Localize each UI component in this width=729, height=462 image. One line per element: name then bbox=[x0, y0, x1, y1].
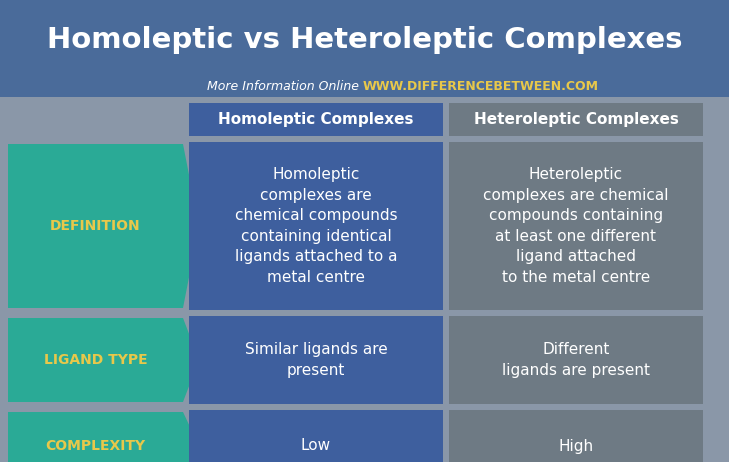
Text: COMPLEXITY: COMPLEXITY bbox=[45, 439, 146, 453]
FancyBboxPatch shape bbox=[189, 142, 443, 310]
Polygon shape bbox=[8, 144, 199, 308]
Text: Homoleptic
complexes are
chemical compounds
containing identical
ligands attache: Homoleptic complexes are chemical compou… bbox=[235, 168, 397, 285]
Text: Different
ligands are present: Different ligands are present bbox=[502, 342, 650, 378]
FancyBboxPatch shape bbox=[189, 103, 443, 136]
FancyBboxPatch shape bbox=[449, 410, 703, 462]
Text: Heteroleptic
complexes are chemical
compounds containing
at least one different
: Heteroleptic complexes are chemical comp… bbox=[483, 168, 668, 285]
Text: LIGAND TYPE: LIGAND TYPE bbox=[44, 353, 147, 367]
FancyBboxPatch shape bbox=[189, 316, 443, 404]
Text: High: High bbox=[558, 438, 593, 454]
FancyBboxPatch shape bbox=[449, 316, 703, 404]
Text: Homoleptic vs Heteroleptic Complexes: Homoleptic vs Heteroleptic Complexes bbox=[47, 25, 682, 54]
Text: More Information Online: More Information Online bbox=[208, 79, 359, 92]
FancyBboxPatch shape bbox=[0, 0, 729, 97]
Text: Low: Low bbox=[301, 438, 331, 454]
FancyBboxPatch shape bbox=[449, 103, 703, 136]
FancyBboxPatch shape bbox=[449, 142, 703, 310]
Text: WWW.DIFFERENCEBETWEEN.COM: WWW.DIFFERENCEBETWEEN.COM bbox=[362, 79, 599, 92]
FancyBboxPatch shape bbox=[189, 410, 443, 462]
Text: Heteroleptic Complexes: Heteroleptic Complexes bbox=[474, 112, 679, 127]
Polygon shape bbox=[8, 318, 199, 402]
Text: Similar ligands are
present: Similar ligands are present bbox=[245, 342, 387, 378]
Text: DEFINITION: DEFINITION bbox=[50, 219, 141, 233]
Text: Homoleptic Complexes: Homoleptic Complexes bbox=[218, 112, 414, 127]
Polygon shape bbox=[8, 412, 199, 462]
